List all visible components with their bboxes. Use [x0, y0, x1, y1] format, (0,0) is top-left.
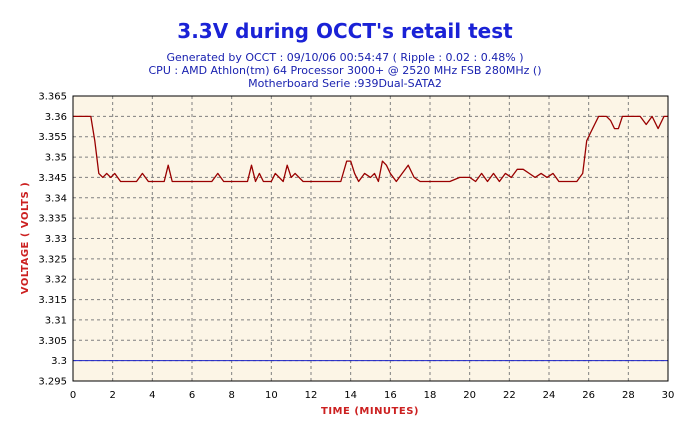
y-tick-label-10: 3.315 — [38, 295, 67, 306]
x-tick-label-7: 14 — [344, 390, 357, 401]
plot-area — [73, 96, 668, 381]
plot-frame — [72, 95, 669, 382]
series-group — [73, 115, 668, 183]
y-tick-label-9: 3.32 — [45, 275, 67, 286]
x-tick-label-14: 28 — [622, 390, 635, 401]
x-tick-label-12: 24 — [543, 390, 556, 401]
series-line-0 — [73, 115, 668, 183]
x-tick-label-6: 12 — [305, 390, 318, 401]
y-tick-label-6: 3.335 — [38, 214, 67, 225]
x-tick-label-0: 0 — [70, 390, 76, 401]
y-tick-label-5: 3.34 — [45, 193, 67, 204]
y-tick-label-14: 3.295 — [38, 377, 67, 388]
chart-title: 3.3V during OCCT's retail test — [177, 19, 513, 43]
x-tick-label-10: 20 — [463, 390, 476, 401]
y-tick-label-11: 3.31 — [45, 315, 67, 326]
y-tick-label-0: 3.365 — [38, 92, 67, 103]
subtitle-cpu: CPU : AMD Athlon(tm) 64 Processor 3000+ … — [149, 64, 542, 77]
x-axis-title: TIME (MINUTES) — [321, 406, 419, 417]
y-tick-label-1: 3.36 — [45, 112, 67, 123]
y-tick-label-3: 3.35 — [45, 153, 67, 164]
x-tick-label-1: 2 — [109, 390, 115, 401]
y-axis-title: VOLTAGE ( VOLTS ) — [20, 182, 31, 295]
x-tick-label-8: 16 — [384, 390, 397, 401]
y-tick-labels: 3.365 3.36 3.355 3.35 3.345 3.34 3.335 3.33 3.32… — [38, 92, 67, 388]
y-tick-label-7: 3.33 — [45, 234, 67, 245]
y-tick-label-8: 3.325 — [38, 254, 67, 265]
x-tick-label-15: 30 — [662, 390, 675, 401]
x-tick-label-4: 8 — [228, 390, 234, 401]
x-tick-labels: 0 2 4 6 8 10 12 14 16 18 20 22 24 26 28 30 — [70, 390, 675, 401]
x-tick-label-13: 26 — [582, 390, 595, 401]
y-tick-label-4: 3.345 — [38, 173, 67, 184]
y-tick-label-2: 3.355 — [38, 132, 67, 143]
subtitle-motherboard: Motherboard Serie :939Dual-SATA2 — [248, 77, 442, 90]
y-tick-label-12: 3.305 — [38, 336, 67, 347]
x-tick-label-11: 22 — [503, 390, 516, 401]
x-tick-label-9: 18 — [424, 390, 437, 401]
x-tick-label-2: 4 — [149, 390, 155, 401]
x-tick-label-5: 10 — [265, 390, 278, 401]
x-tick-label-3: 6 — [189, 390, 195, 401]
subtitle-generated: Generated by OCCT : 09/10/06 00:54:47 ( … — [167, 51, 524, 64]
y-tick-label-13: 3.3 — [51, 356, 67, 367]
